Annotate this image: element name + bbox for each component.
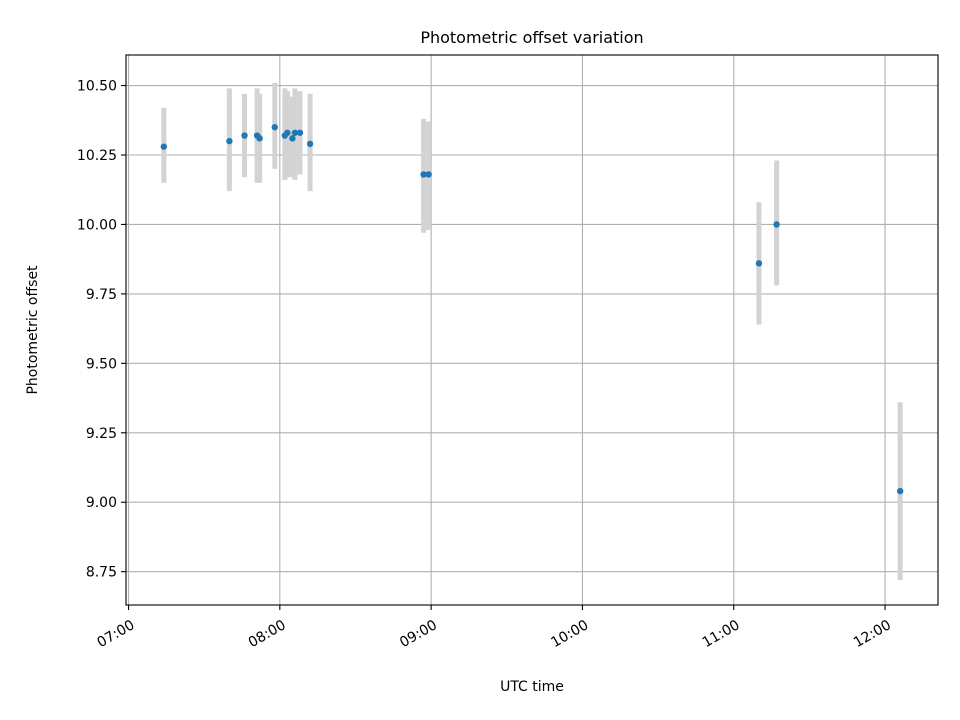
plot-frame <box>125 54 939 606</box>
data-point <box>256 135 263 142</box>
y-tick-label: 10.50 <box>77 79 117 95</box>
x-tick-label: 11:00 <box>700 617 743 651</box>
data-point <box>896 487 904 495</box>
data-point <box>160 143 168 150</box>
x-tick-label: 07:00 <box>94 617 137 651</box>
data-point <box>773 221 780 228</box>
x-axis-label: UTC time <box>500 679 564 695</box>
y-tick-label: 10.00 <box>77 217 117 233</box>
x-tick-label: 08:00 <box>246 617 289 651</box>
data-point <box>226 137 233 145</box>
y-tick-label: 9.50 <box>86 356 117 372</box>
data-point <box>291 129 299 136</box>
y-tick-label: 9.00 <box>86 495 117 511</box>
axis-ticks: 07:00 08:00 09:00 10:00 11:00 12:00 8.75 9.00 9.… <box>77 79 894 652</box>
y-tick-label: 9.75 <box>86 287 117 303</box>
data-point <box>271 124 278 131</box>
data-point <box>425 171 432 178</box>
data-point <box>241 132 248 139</box>
x-tick-label: 12:00 <box>851 617 894 651</box>
data-point <box>284 129 291 136</box>
error-bars <box>161 82 903 580</box>
y-axis-label: Photometric offset <box>25 265 41 395</box>
data-point <box>289 135 296 142</box>
y-tick-label: 10.25 <box>77 148 117 164</box>
x-tick-label: 09:00 <box>397 617 440 651</box>
data-point <box>296 129 304 136</box>
y-tick-label: 8.75 <box>86 565 117 581</box>
y-tick-label: 9.25 <box>86 426 117 442</box>
data-points <box>160 124 904 495</box>
data-point <box>306 140 314 148</box>
data-point <box>755 260 763 267</box>
grid-lines <box>126 55 938 605</box>
chart-title: Photometric offset variation <box>420 28 643 47</box>
data-point <box>420 171 427 178</box>
x-tick-label: 10:00 <box>548 617 591 651</box>
